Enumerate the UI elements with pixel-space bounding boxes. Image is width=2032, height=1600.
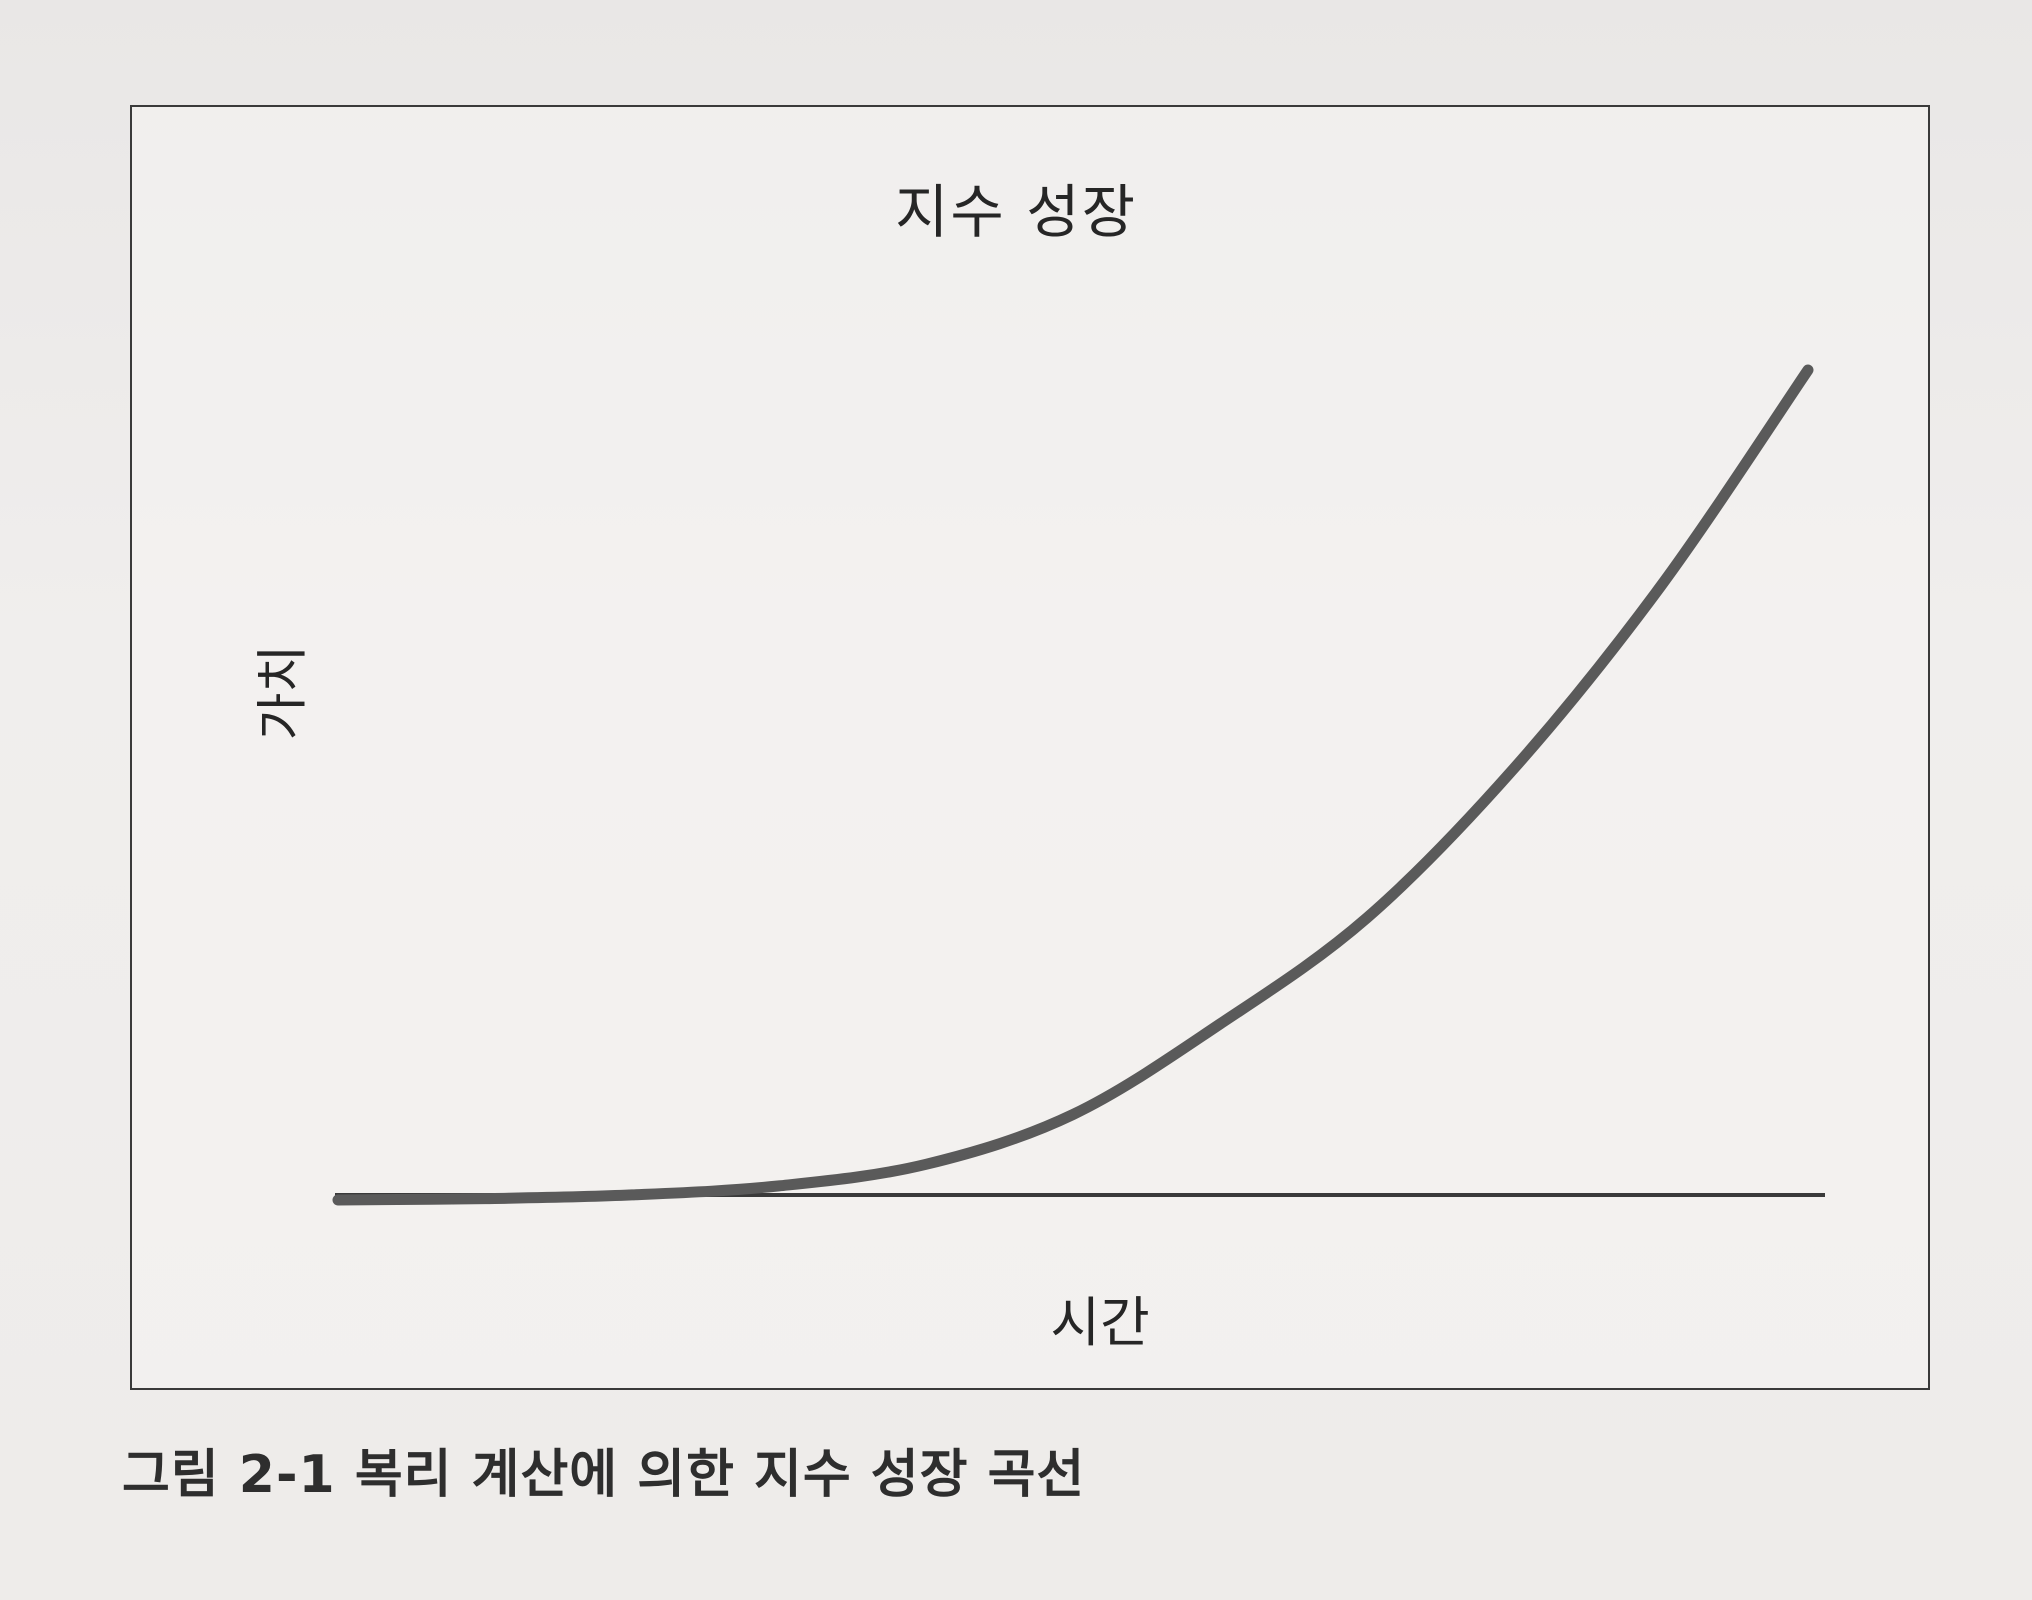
y-axis-label: 가치 — [253, 644, 314, 741]
figure-caption: 그림 2-1 복리 계산에 의한 지수 성장 곡선 — [122, 1445, 1086, 1505]
x-axis-label: 시간 — [1050, 1291, 1150, 1354]
growth-curve — [332, 364, 1814, 1206]
chart-title: 지수 성장 — [895, 178, 1137, 246]
figure-frame — [130, 105, 1930, 1390]
